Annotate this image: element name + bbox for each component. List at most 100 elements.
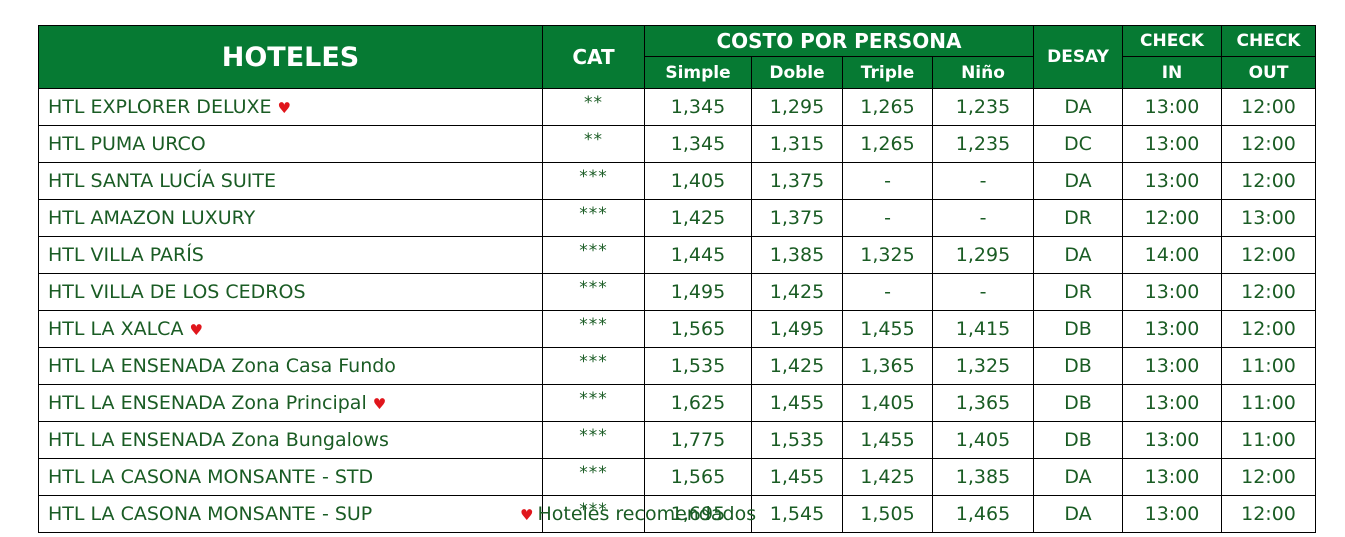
heart-icon: ♥: [372, 395, 387, 413]
hotel-name: HTL VILLA PARÍS: [48, 244, 204, 266]
cat-cell: ***: [542, 162, 645, 200]
price-triple-cell: 1,365: [842, 347, 933, 385]
check-out-cell: 12:00: [1221, 458, 1316, 496]
price-simple-cell: 1,625: [644, 384, 752, 422]
price-child-cell: 1,365: [932, 384, 1034, 422]
price-child-cell: 1,385: [932, 458, 1034, 496]
header-cat: CAT: [542, 25, 645, 89]
cat-cell: ***: [542, 236, 645, 274]
price-child-cell: -: [932, 162, 1034, 200]
check-out-cell: 12:00: [1221, 273, 1316, 311]
check-out-cell: 12:00: [1221, 88, 1316, 126]
footer-note-text: Hoteles recomendados: [537, 503, 757, 525]
check-in-cell: 13:00: [1122, 347, 1222, 385]
header-check-out-bottom: OUT: [1221, 56, 1316, 89]
price-double-cell: 1,375: [751, 162, 843, 200]
check-in-cell: 12:00: [1122, 199, 1222, 237]
check-out-cell: 12:00: [1221, 310, 1316, 348]
price-double-cell: 1,455: [751, 384, 843, 422]
breakfast-cell: DA: [1033, 458, 1123, 496]
hotel-name-cell: HTL LA ENSENADA Zona Principal ♥: [38, 384, 543, 422]
breakfast-cell: DB: [1033, 421, 1123, 459]
price-triple-cell: 1,425: [842, 458, 933, 496]
check-in-cell: 13:00: [1122, 125, 1222, 163]
price-triple-cell: 1,455: [842, 421, 933, 459]
hotel-name: HTL VILLA DE LOS CEDROS: [48, 281, 306, 303]
price-double-cell: 1,425: [751, 347, 843, 385]
heart-icon: ♥: [277, 99, 291, 117]
hotel-name-cell: HTL LA CASONA MONSANTE - SUP: [38, 495, 543, 533]
breakfast-cell: DA: [1033, 88, 1123, 126]
table-row: HTL LA CASONA MONSANTE - SUP *** 1,695 1,54…: [38, 495, 1316, 533]
check-in-cell: 13:00: [1122, 273, 1222, 311]
price-double-cell: 1,545: [751, 495, 843, 533]
header-hotels: HOTELES: [38, 25, 543, 89]
hotel-price-table-container: HOTELES CAT COSTO POR PERSONA DESAY CHEC…: [38, 25, 1316, 533]
price-double-cell: 1,315: [751, 125, 843, 163]
header-check-in-top: CHECK: [1122, 25, 1222, 57]
hotel-name-cell: HTL LA XALCA ♥: [38, 310, 543, 348]
header-triple: Triple: [842, 56, 933, 89]
hotel-name-cell: HTL EXPLORER DELUXE ♥: [38, 88, 543, 126]
price-triple-cell: 1,505: [842, 495, 933, 533]
table-row: HTL LA XALCA ♥ *** 1,565 1,495 1,455 1,415 DB 13…: [38, 310, 1316, 348]
check-in-cell: 13:00: [1122, 421, 1222, 459]
breakfast-cell: DB: [1033, 310, 1123, 348]
price-simple-cell: 1,565: [644, 458, 752, 496]
footer-note: ♥ Hoteles recomendados: [520, 503, 756, 525]
price-triple-cell: -: [842, 199, 933, 237]
check-out-cell: 12:00: [1221, 495, 1316, 533]
cat-cell: **: [542, 125, 645, 163]
check-out-cell: 11:00: [1221, 421, 1316, 459]
price-double-cell: 1,375: [751, 199, 843, 237]
hotel-name: HTL AMAZON LUXURY: [48, 207, 256, 229]
cat-cell: ***: [542, 199, 645, 237]
hotel-name: HTL LA ENSENADA Zona Principal: [48, 392, 367, 414]
cat-cell: ***: [542, 347, 645, 385]
hotel-name: HTL LA ENSENADA Zona Casa Fundo: [48, 355, 396, 377]
table-row: HTL AMAZON LUXURY *** 1,425 1,375- - DR 12:00 1…: [38, 199, 1316, 237]
cat-cell: ***: [542, 495, 645, 533]
price-double-cell: 1,295: [751, 88, 843, 126]
hotel-name-cell: HTL AMAZON LUXURY: [38, 199, 543, 237]
table-header: HOTELES CAT COSTO POR PERSONA DESAY CHEC…: [38, 25, 1316, 89]
cat-cell: **: [542, 88, 645, 126]
price-child-cell: 1,325: [932, 347, 1034, 385]
hotel-name: HTL PUMA URCO: [48, 133, 206, 155]
price-simple-cell: 1,405: [644, 162, 752, 200]
price-simple-cell: 1,445: [644, 236, 752, 274]
hotel-name: HTL LA ENSENADA Zona Bungalows: [48, 429, 389, 451]
cat-cell: ***: [542, 273, 645, 311]
header-breakfast: DESAY: [1033, 25, 1123, 89]
hotel-name-cell: HTL LA CASONA MONSANTE - STD: [38, 458, 543, 496]
check-in-cell: 13:00: [1122, 495, 1222, 533]
price-simple-cell: 1,535: [644, 347, 752, 385]
header-cost-per-person: COSTO POR PERSONA: [644, 25, 1034, 57]
hotel-name: HTL LA CASONA MONSANTE - STD: [48, 466, 374, 488]
price-double-cell: 1,535: [751, 421, 843, 459]
table-row: HTL VILLA PARÍS *** 1,445 1,385 1,325 1,295 DA…: [38, 236, 1316, 274]
hotel-name: HTL LA XALCA: [48, 318, 184, 340]
price-child-cell: 1,465: [932, 495, 1034, 533]
price-simple-cell: 1,425: [644, 199, 752, 237]
price-triple-cell: 1,455: [842, 310, 933, 348]
header-child: Niño: [932, 56, 1034, 89]
price-child-cell: -: [932, 199, 1034, 237]
price-triple-cell: -: [842, 273, 933, 311]
price-double-cell: 1,425: [751, 273, 843, 311]
cat-cell: ***: [542, 384, 645, 422]
check-in-cell: 14:00: [1122, 236, 1222, 274]
header-check-out-top: CHECK: [1221, 25, 1316, 57]
table-row: HTL LA ENSENADA Zona Bungalows *** 1,775 1,…: [38, 421, 1316, 459]
price-triple-cell: 1,265: [842, 125, 933, 163]
hotel-name: HTL SANTA LUCÍA SUITE: [48, 170, 276, 192]
price-double-cell: 1,385: [751, 236, 843, 274]
price-simple-cell: 1,775: [644, 421, 752, 459]
price-child-cell: 1,295: [932, 236, 1034, 274]
hotel-name-cell: HTL VILLA DE LOS CEDROS: [38, 273, 543, 311]
breakfast-cell: DR: [1033, 199, 1123, 237]
price-simple-cell: 1,345: [644, 125, 752, 163]
hotel-name-cell: HTL SANTA LUCÍA SUITE: [38, 162, 543, 200]
price-double-cell: 1,495: [751, 310, 843, 348]
cat-cell: ***: [542, 421, 645, 459]
